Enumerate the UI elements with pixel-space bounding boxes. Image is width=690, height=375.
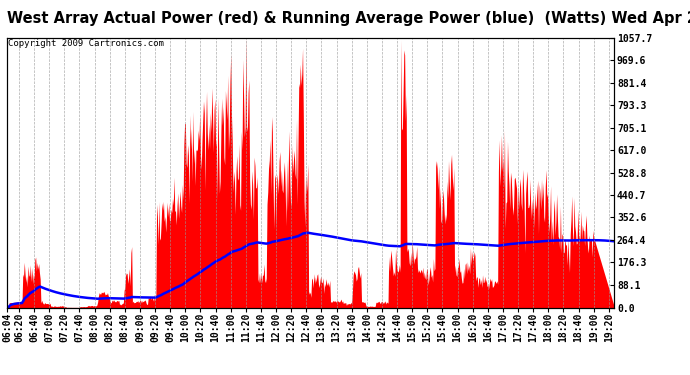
- Text: West Array Actual Power (red) & Running Average Power (blue)  (Watts) Wed Apr 29: West Array Actual Power (red) & Running …: [7, 11, 690, 26]
- Text: Copyright 2009 Cartronics.com: Copyright 2009 Cartronics.com: [8, 39, 164, 48]
